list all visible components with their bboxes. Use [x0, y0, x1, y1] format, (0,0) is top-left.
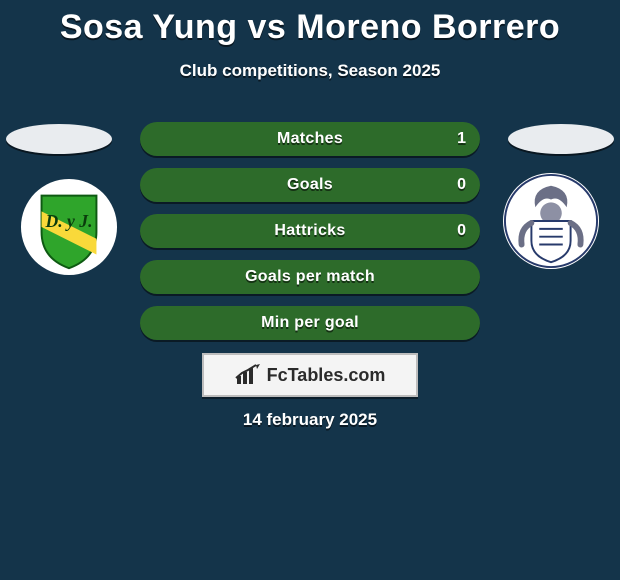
player-left-photo-placeholder: [6, 124, 112, 154]
stats-list: Matches 1 Goals 0 Hattricks 0 Goals per …: [140, 122, 480, 352]
stat-label: Goals: [140, 168, 480, 202]
stat-right-value: 0: [457, 214, 466, 248]
brand-box: FcTables.com: [202, 353, 418, 397]
gimnasia-la-plata-icon: [502, 172, 600, 270]
brand-label: FcTables.com: [267, 365, 386, 386]
stat-row-goals-per-match: Goals per match: [140, 260, 480, 294]
stat-row-goals: Goals 0: [140, 168, 480, 202]
stat-label: Matches: [140, 122, 480, 156]
club-crest-left: D. y J.: [20, 178, 118, 276]
stat-right-value: 1: [457, 122, 466, 156]
stat-label: Goals per match: [140, 260, 480, 294]
stat-label: Min per goal: [140, 306, 480, 340]
player-right-photo-placeholder: [508, 124, 614, 154]
stat-row-hattricks: Hattricks 0: [140, 214, 480, 248]
defensa-y-justicia-icon: D. y J.: [20, 178, 118, 276]
svg-text:D. y J.: D. y J.: [45, 211, 93, 231]
date-label: 14 february 2025: [0, 410, 620, 430]
subtitle: Club competitions, Season 2025: [0, 61, 620, 81]
bar-chart-icon: [235, 364, 261, 386]
stat-row-min-per-goal: Min per goal: [140, 306, 480, 340]
page-title: Sosa Yung vs Moreno Borrero: [0, 0, 620, 47]
club-crest-right: [502, 172, 600, 270]
stat-label: Hattricks: [140, 214, 480, 248]
stat-row-matches: Matches 1: [140, 122, 480, 156]
stat-right-value: 0: [457, 168, 466, 202]
